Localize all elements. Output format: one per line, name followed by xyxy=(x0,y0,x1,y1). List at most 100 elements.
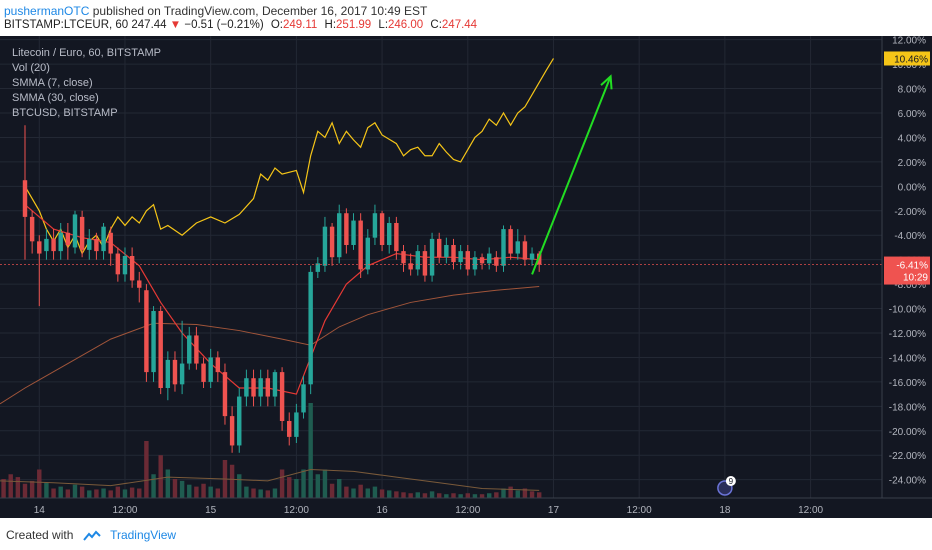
chart-svg[interactable]: 12.00% 10.00% 8.00% 6.00% 4.00% 2.00% 0.00% -2.… xyxy=(0,36,932,518)
candle-body xyxy=(458,251,463,263)
y-tick-label: -22.00% xyxy=(889,451,926,462)
legend-item-smma7[interactable]: SMMA (7, close) xyxy=(12,77,93,89)
volume-bar xyxy=(115,486,121,498)
down-arrow-icon: ▼ xyxy=(169,19,182,31)
candle-body xyxy=(279,372,285,421)
y-tick-label: 2.00% xyxy=(898,158,926,169)
current-price-badge-text: -6.41% xyxy=(896,261,928,272)
volume-bar xyxy=(129,487,135,498)
btcusd-line xyxy=(24,58,554,255)
volume-bar xyxy=(37,469,42,498)
volume-bar xyxy=(379,489,385,498)
candle-body xyxy=(515,241,520,254)
candle-body xyxy=(158,311,163,388)
volume-bar xyxy=(444,494,449,498)
volume-bar xyxy=(87,490,92,498)
close-label: C: xyxy=(430,19,442,31)
volume-bar xyxy=(79,486,85,498)
candle-body xyxy=(115,253,121,275)
btc-price-badge xyxy=(884,51,930,66)
volume-bar xyxy=(429,491,435,498)
price-change: −0.51 (−0.21%) xyxy=(184,19,264,31)
volume-bar xyxy=(237,474,242,498)
candle-body xyxy=(194,335,199,364)
high-label: H: xyxy=(324,19,337,31)
candle-body xyxy=(486,253,492,264)
volume-bar xyxy=(322,469,328,498)
volume-bar xyxy=(494,492,499,498)
volume-bar xyxy=(58,486,63,498)
volume-bar xyxy=(315,474,321,498)
smma30-line xyxy=(0,286,540,405)
candle-body xyxy=(472,257,478,270)
y-tick-label: -8.00% xyxy=(894,280,926,291)
volume-bar xyxy=(187,484,192,498)
candle-body xyxy=(79,216,85,250)
volume-bar xyxy=(479,494,485,498)
candle-body xyxy=(301,384,306,413)
y-tick-label: -24.00% xyxy=(889,476,926,487)
volume-bar xyxy=(308,403,313,498)
candle-body xyxy=(387,223,392,245)
candle-body xyxy=(258,378,263,397)
candle-body xyxy=(22,180,28,217)
low-value: 246.00 xyxy=(388,19,424,31)
smma7-line xyxy=(24,204,540,395)
candle-body xyxy=(437,238,442,258)
candle-body xyxy=(329,226,335,258)
chart-area[interactable]: 12.00% 10.00% 8.00% 6.00% 4.00% 2.00% 0.00% -2.… xyxy=(0,36,932,518)
candle-body xyxy=(144,290,149,373)
legend-item-volume[interactable]: Vol (20) xyxy=(12,62,50,74)
volume-bar xyxy=(529,491,535,498)
candle-body xyxy=(337,213,342,258)
x-tick-label: 14 xyxy=(34,505,46,516)
y-tick-label: 6.00% xyxy=(898,109,926,120)
volume-bar xyxy=(279,469,285,498)
candle-body xyxy=(415,251,421,270)
candle-body xyxy=(308,271,313,385)
volume-bar xyxy=(422,493,428,498)
volume-bar xyxy=(408,493,413,498)
volume-bar xyxy=(437,493,442,498)
x-tick-label: 15 xyxy=(205,505,217,516)
x-tick-label: 12:00 xyxy=(112,505,137,516)
candle-body xyxy=(494,257,499,266)
volume-bar xyxy=(258,489,263,498)
y-tick-label: -2.00% xyxy=(894,207,926,218)
legend-title: Litecoin / Euro, 60, BITSTAMP xyxy=(12,47,161,59)
y-tick-label: 0.00% xyxy=(898,182,926,193)
volume-bar xyxy=(1,479,6,498)
candle-body xyxy=(379,213,385,245)
candle-body xyxy=(122,256,128,275)
candle-body xyxy=(229,416,235,446)
legend-item-smma30[interactable]: SMMA (30, close) xyxy=(12,92,99,104)
volume-bar xyxy=(165,469,171,498)
volume-bar xyxy=(208,486,213,498)
volume-bar xyxy=(72,484,78,498)
volume-bar xyxy=(108,490,113,498)
volume-bar xyxy=(294,479,299,498)
candle-body xyxy=(65,232,71,245)
tradingview-brand-link[interactable]: TradingView xyxy=(110,528,177,542)
candle-body xyxy=(172,359,178,385)
candle-body xyxy=(251,378,256,397)
candle-body xyxy=(208,357,213,382)
volume-bar xyxy=(287,477,292,498)
btc-price-badge-text: 10.46% xyxy=(894,54,928,65)
volume-bar xyxy=(358,484,363,498)
volume-bar xyxy=(172,479,178,498)
projection-arrow-head xyxy=(600,74,613,90)
volume-bar xyxy=(501,488,506,498)
candle-body xyxy=(37,241,42,254)
candle-body xyxy=(187,335,192,364)
candle-body xyxy=(29,216,35,242)
y-tick-label: 4.00% xyxy=(898,133,926,144)
candle-body xyxy=(151,311,156,373)
symbol-header: BITSTAMP:LTCEUR, 60 247.44 ▼ −0.51 (−0.2… xyxy=(4,19,477,31)
y-tick-label: -16.00% xyxy=(889,378,926,389)
candle-body xyxy=(108,232,113,254)
volume-bar xyxy=(8,474,13,498)
author-link[interactable]: pushermanOTC xyxy=(4,4,90,18)
legend-item-btcusd[interactable]: BTCUSD, BITSTAMP xyxy=(12,107,118,119)
volume-bar xyxy=(251,488,256,498)
